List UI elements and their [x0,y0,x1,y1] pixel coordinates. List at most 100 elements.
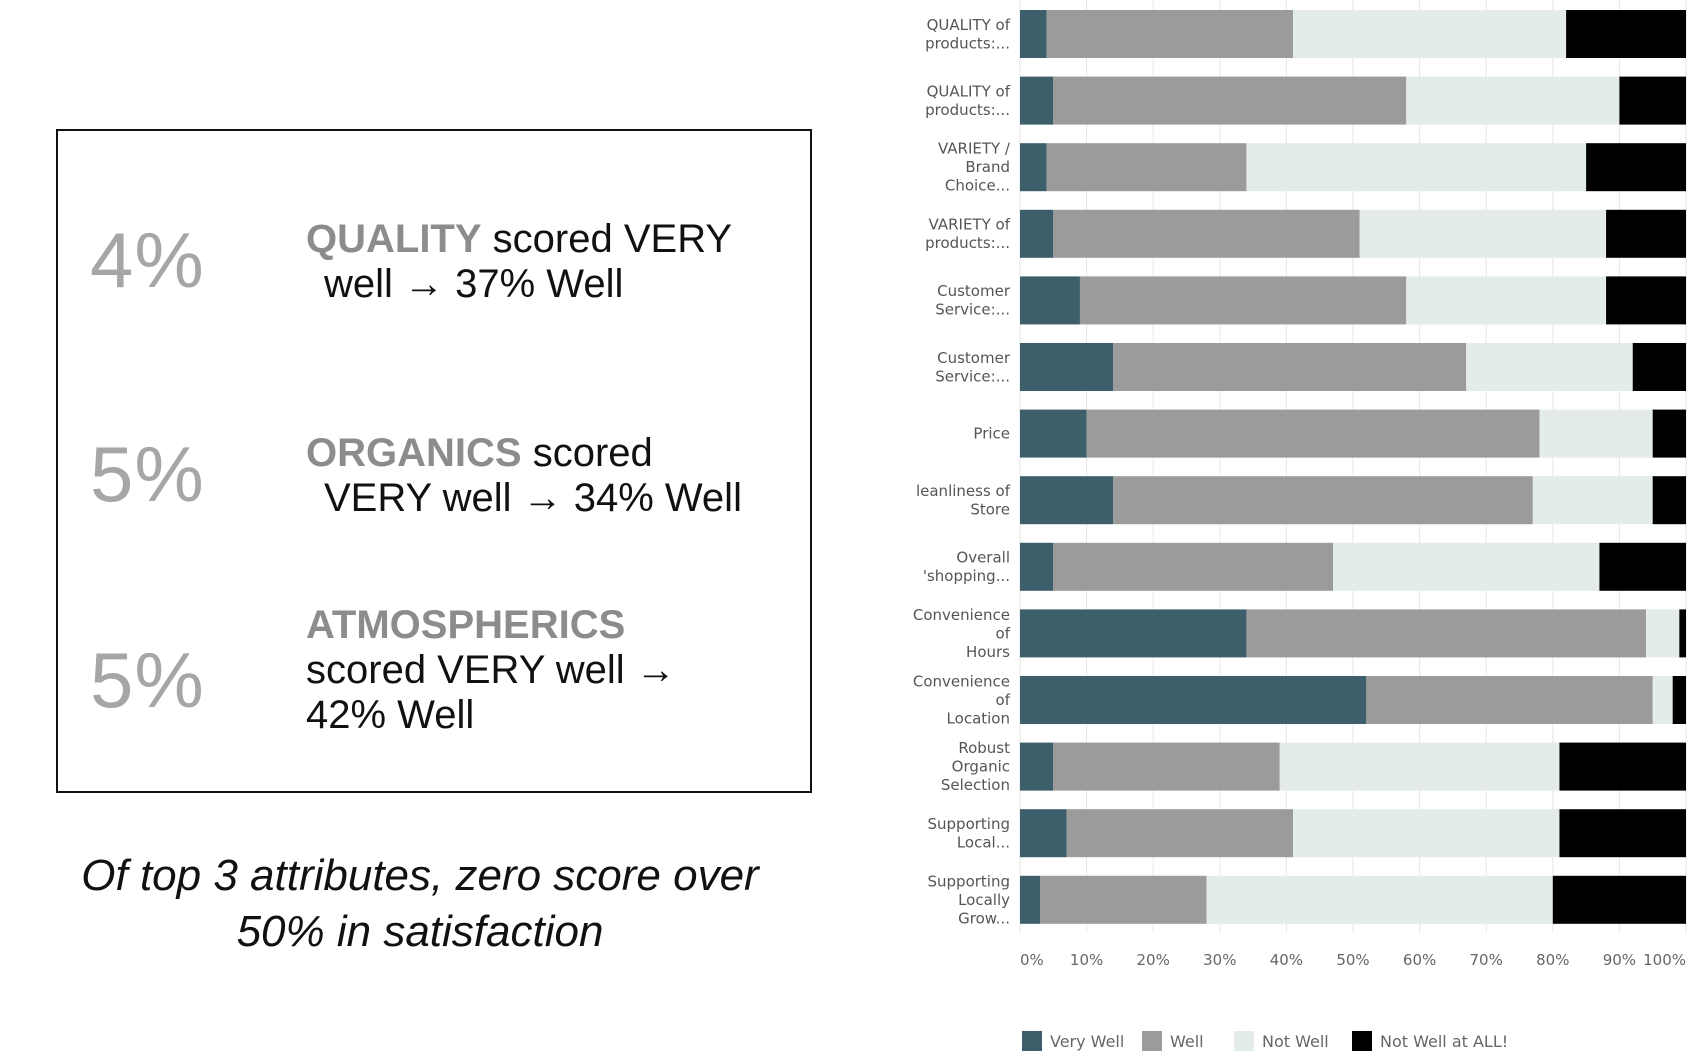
bar-14-not-well-at-all [1552,875,1686,924]
bar-14-well [1039,875,1207,924]
category-label-12-line-3: Selection [941,776,1010,794]
bar-3-very-well [1020,143,1047,192]
quality-statement-line2: well → 37% Well [324,261,624,306]
bar-7-very-well [1020,409,1087,458]
bar-3-well [1046,143,1247,192]
bar-13-not-well-at-all [1559,809,1686,858]
organics-statement-line1: scored [521,431,653,475]
chart-x-axis: 0% 10% 20% 30% 40% 50% 60% 70% 80% 90% 100% [1020,951,1686,969]
bar-3-not-well [1246,143,1587,192]
legend-swatch-3 [1234,1031,1254,1051]
category-label-5-line-2: Service:... [935,301,1010,319]
bar-2-well [1053,76,1407,125]
category-label-4-line-2: products:... [925,234,1010,252]
category-label-4-line-1: VARIETY of [929,216,1011,234]
bar-9-very-well [1020,542,1054,591]
bar-1-very-well [1020,10,1047,58]
conclusion-line2: 50% in satisfaction [236,906,604,956]
bar-8-not-well [1532,476,1653,525]
bar-13-not-well [1293,809,1560,858]
bar-2-not-well-at-all [1619,76,1686,125]
x-tick-label-40: 40% [1270,951,1303,969]
bar-7-not-well-at-all [1652,409,1686,458]
category-label-10-line-2: of [996,624,1011,642]
category-label-14-line-2: Locally [958,891,1010,909]
organics-statement-line2: VERY well → 34% Well [324,475,742,520]
x-tick-label-80: 80% [1536,951,1569,969]
category-label-11-line-3: Location [947,710,1010,728]
bar-14-very-well [1020,875,1040,924]
category-label-3-line-2: Brand [965,158,1010,176]
category-label-13-line-1: Supporting [928,815,1011,833]
category-label-2-line-2: products:... [925,101,1010,119]
bar-1-not-well [1293,10,1567,58]
atmospherics-statement-line3: 42% Well [306,692,475,737]
bar-12-not-well-at-all [1559,742,1686,791]
legend-label-3: Not Well [1262,1032,1329,1051]
legend-swatch-4 [1352,1031,1372,1051]
category-label-2-line-1: QUALITY of [927,82,1011,100]
conclusion-line1: Of top 3 attributes, zero score over [81,851,759,900]
category-label-10-line-3: Hours [966,643,1010,661]
bar-8-well [1113,476,1533,525]
quality-percentage: 4% [90,216,205,304]
bar-8-not-well-at-all [1652,476,1686,525]
bar-11-not-well [1652,676,1673,724]
bar-9-not-well-at-all [1599,542,1686,591]
quality-attribute: QUALITY [306,217,482,261]
bar-10-very-well [1020,609,1247,658]
bar-10-well [1246,609,1647,658]
category-label-13-line-2: Local... [957,833,1010,851]
legend-label-4: Not Well at ALL! [1380,1032,1508,1051]
category-label-7-line-1: Price [973,425,1010,443]
atmospherics-percentage: 5% [90,636,205,724]
legend-label-1: Very Well [1050,1032,1124,1051]
x-tick-label-50: 50% [1336,951,1369,969]
category-label-10-line-1: Convenience [913,606,1010,624]
legend-swatch-2 [1142,1031,1162,1051]
chart-gridlines [1019,0,1687,933]
bar-10-not-well-at-all [1679,609,1686,658]
bar-6-not-well-at-all [1632,343,1686,391]
category-label-9-line-2: 'shopping... [923,567,1010,585]
bar-6-not-well [1466,343,1633,391]
bar-13-very-well [1020,809,1067,858]
x-tick-label-0: 0% [1020,951,1044,969]
chart-bars [1020,10,1686,924]
category-label-12-line-2: Organic [952,758,1010,776]
x-tick-label-100: 100% [1643,951,1686,969]
category-label-14-line-1: Supporting [928,872,1011,890]
summary-box: 4% QUALITY scored VERY well → 37% Well 5… [56,129,812,793]
bar-13-well [1066,809,1294,858]
bar-1-not-well-at-all [1566,10,1686,58]
bar-5-not-well [1406,276,1607,325]
bar-5-not-well-at-all [1606,276,1686,325]
conclusion-text: Of top 3 attributes, zero score over 50%… [20,848,820,960]
x-tick-label-70: 70% [1470,951,1503,969]
legend-label-2: Well [1170,1032,1204,1051]
category-label-11-line-2: of [996,691,1011,709]
bar-4-not-well [1359,209,1607,258]
bar-6-well [1113,343,1467,391]
category-label-12-line-1: Robust [958,739,1010,757]
organics-statement: ORGANICS scored VERY well → 34% Well [306,431,742,521]
bar-5-very-well [1020,276,1080,325]
category-label-6-line-2: Service:... [935,367,1010,385]
atmospherics-statement-line2: scored VERY well → [306,647,676,692]
bar-4-not-well-at-all [1606,209,1686,258]
atmospherics-statement: ATMOSPHERICS scored VERY well → 42% Well [306,603,676,737]
bar-2-not-well [1406,76,1620,125]
quality-statement: QUALITY scored VERY well → 37% Well [306,217,732,307]
bar-4-very-well [1020,209,1054,258]
bar-7-not-well [1539,409,1653,458]
bar-11-well [1366,676,1653,724]
bar-3-not-well-at-all [1586,143,1686,192]
bar-2-very-well [1020,76,1054,125]
x-tick-label-20: 20% [1137,951,1170,969]
organics-percentage: 5% [90,430,205,518]
x-tick-label-60: 60% [1403,951,1436,969]
category-label-3-line-3: Choice... [945,177,1010,195]
bar-10-not-well [1646,609,1680,658]
